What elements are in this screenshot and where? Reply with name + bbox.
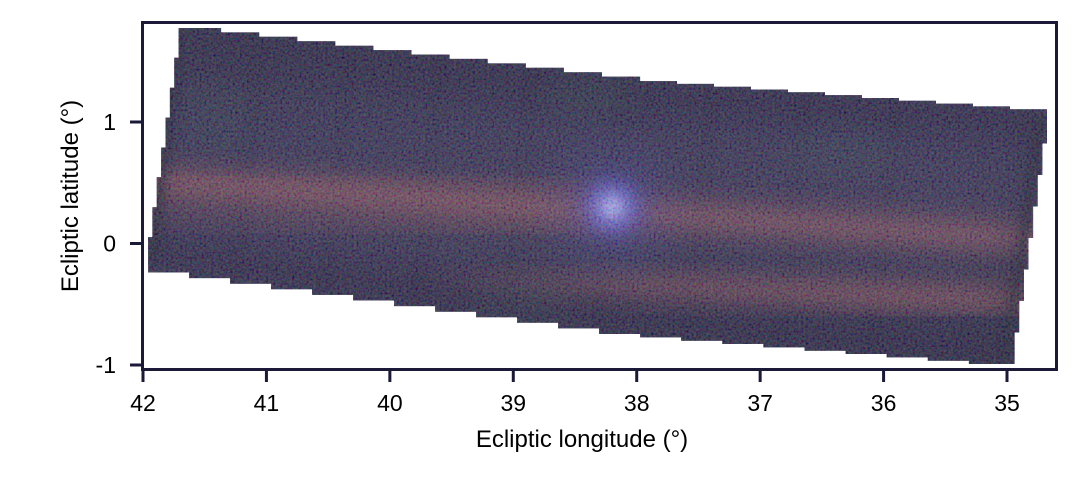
strip-pixels: [148, 28, 1048, 364]
x-tick-label: 40: [377, 390, 403, 416]
x-tick-label: 37: [747, 390, 773, 416]
axes: 42 41 40 39 38 37 36 35 1 0 -1: [96, 21, 1058, 416]
y-tick-label: 1: [103, 109, 116, 135]
x-axis-title: Ecliptic longitude (°): [476, 426, 688, 453]
y-tick-label: -1: [96, 352, 116, 378]
x-tick-label: 36: [871, 390, 897, 416]
plot-frame: [141, 21, 1058, 371]
y-axis-title: Ecliptic latitude (°): [57, 100, 84, 292]
y-tick-label: 0: [103, 231, 116, 257]
x-tick-label: 35: [994, 390, 1020, 416]
x-tick-label: 42: [130, 390, 156, 416]
x-tick-label: 39: [500, 390, 526, 416]
x-tick-label: 41: [254, 390, 280, 416]
survey-strip-image: [148, 28, 1048, 364]
x-tick-label: 38: [624, 390, 650, 416]
